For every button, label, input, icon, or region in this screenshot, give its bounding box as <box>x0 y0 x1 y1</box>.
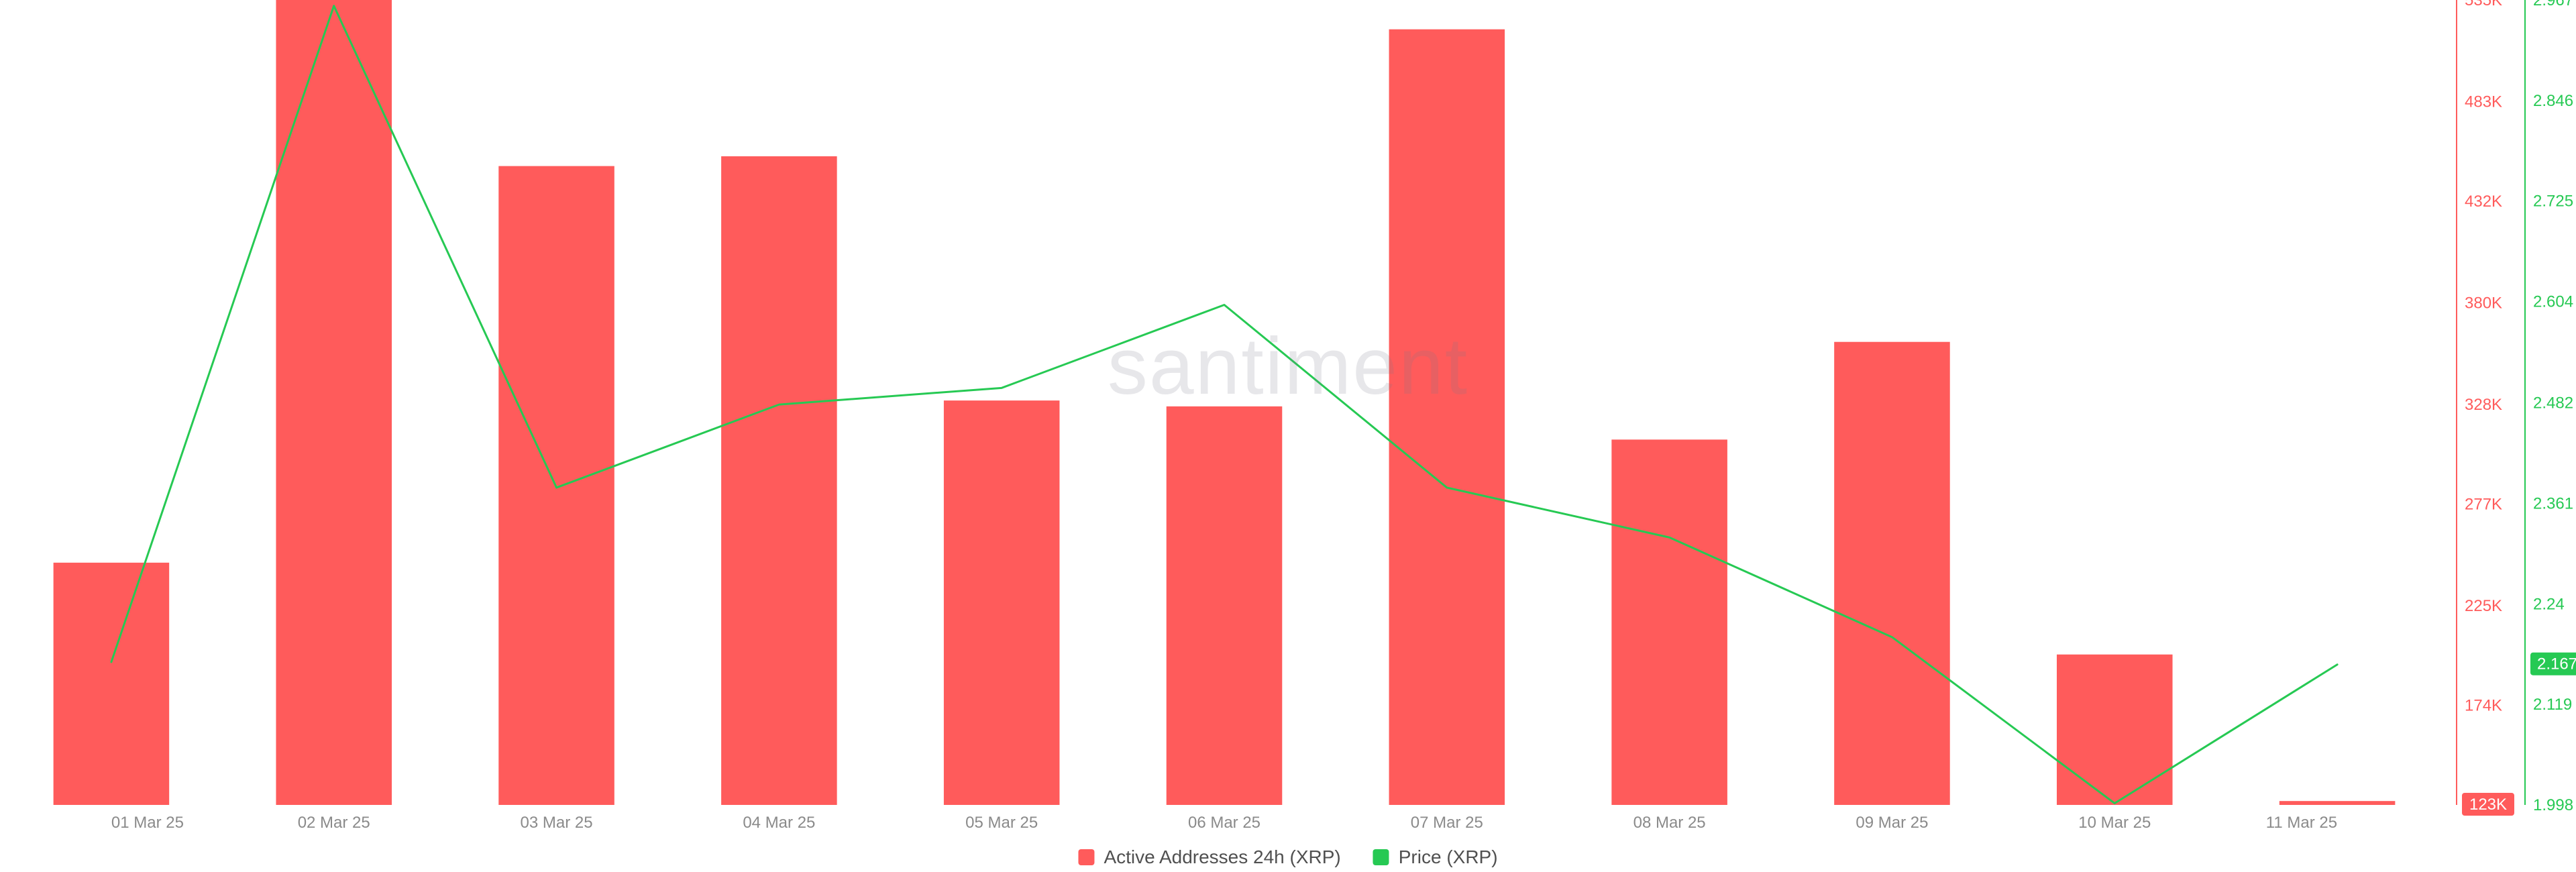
x-axis-tick: 09 Mar 25 <box>1856 814 1928 832</box>
bar[interactable] <box>276 0 392 805</box>
bar[interactable] <box>721 156 837 805</box>
legend-item-line[interactable]: Price (XRP) <box>1373 847 1498 868</box>
x-axis-tick: 05 Mar 25 <box>965 814 1038 832</box>
y-axis-left-tick: 174K <box>2465 696 2502 714</box>
x-axis-tick: 03 Mar 25 <box>521 814 593 832</box>
chart-legend: Active Addresses 24h (XRP) Price (XRP) <box>1078 847 1497 868</box>
bar[interactable] <box>1167 406 1283 805</box>
legend-label-bars: Active Addresses 24h (XRP) <box>1104 847 1340 868</box>
bar[interactable] <box>944 400 1060 805</box>
bar[interactable] <box>2057 655 2173 805</box>
bar[interactable] <box>1834 342 1950 805</box>
y-axis-right-tick: 2.119 <box>2533 696 2572 714</box>
y-axis-left-tick: 535K <box>2465 0 2502 9</box>
legend-swatch-bars <box>1078 849 1094 865</box>
y-axis-left-tick: 380K <box>2465 294 2502 312</box>
y-axis-left-tick: 483K <box>2465 93 2502 111</box>
x-axis-tick: 04 Mar 25 <box>743 814 815 832</box>
y-axis-left-tick: 432K <box>2465 193 2502 211</box>
y-axis-left-tick: 277K <box>2465 495 2502 513</box>
x-axis-tick: 11 Mar 25 <box>2266 814 2337 832</box>
y-axis-left-badge-text: 123K <box>2469 796 2507 814</box>
y-axis-right-tick: 2.967 <box>2533 0 2573 9</box>
legend-swatch-line <box>1373 849 1389 865</box>
x-axis-tick: 10 Mar 25 <box>2078 814 2151 832</box>
y-axis-right-tick: 2.24 <box>2533 595 2565 613</box>
legend-label-line: Price (XRP) <box>1399 847 1498 868</box>
bar[interactable] <box>1611 439 1727 805</box>
y-axis-right-badge-text: 2.167 <box>2537 655 2576 673</box>
bar[interactable] <box>54 563 170 805</box>
bar[interactable] <box>2279 801 2396 805</box>
y-axis-right-tick: 2.846 <box>2533 92 2573 110</box>
y-axis-right-tick: 2.482 <box>2533 394 2573 413</box>
bar[interactable] <box>1389 30 1505 805</box>
chart-svg: 01 Mar 25 02 Mar 25 03 Mar 25 04 Mar 25 05 M… <box>0 0 2576 845</box>
legend-item-bars[interactable]: Active Addresses 24h (XRP) <box>1078 847 1340 868</box>
y-axis-right-tick: 2.361 <box>2533 494 2573 512</box>
y-axis-left-tick: 328K <box>2465 396 2502 414</box>
y-axis-left-tick: 225K <box>2465 597 2502 615</box>
y-axis-right-tick: 2.604 <box>2533 293 2573 311</box>
x-axis-tick: 07 Mar 25 <box>1411 814 1483 832</box>
y-axis-right-tick: 1.998 <box>2533 796 2573 814</box>
x-axis-tick: 02 Mar 25 <box>298 814 370 832</box>
x-axis-tick: 08 Mar 25 <box>1633 814 1706 832</box>
x-axis-tick: 06 Mar 25 <box>1188 814 1260 832</box>
chart-container: 01 Mar 25 02 Mar 25 03 Mar 25 04 Mar 25 05 M… <box>0 0 2576 872</box>
x-axis-tick: 01 Mar 25 <box>111 814 184 832</box>
y-axis-right-tick: 2.725 <box>2533 193 2573 211</box>
